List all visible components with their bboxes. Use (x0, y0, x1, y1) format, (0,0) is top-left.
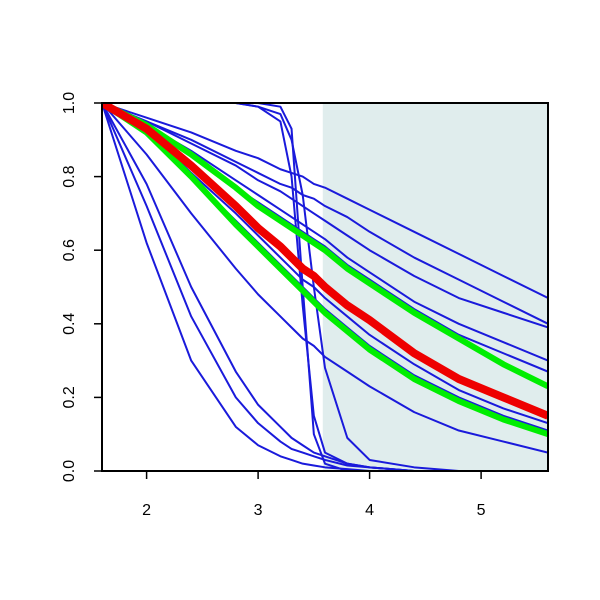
series-line (102, 103, 548, 390)
series-line (102, 103, 548, 454)
series-line (102, 103, 548, 471)
x-tick-label: 5 (477, 502, 486, 519)
y-tick-label: 0.2 (61, 386, 78, 408)
series-line (102, 103, 548, 471)
series-line (102, 103, 548, 362)
series-line (102, 103, 548, 420)
x-tick-label: 3 (254, 502, 263, 519)
series-line (102, 103, 548, 299)
y-tick-label: 0.0 (61, 460, 78, 482)
x-tick-label: 2 (142, 502, 151, 519)
series-line (102, 103, 548, 471)
y-tick-label: 1.0 (61, 92, 78, 114)
series-line (102, 103, 548, 329)
y-tick-label: 0.4 (61, 313, 78, 335)
x-tick-label: 4 (365, 502, 374, 519)
series-line (102, 103, 548, 438)
plot-frame (101, 102, 549, 472)
series-line (102, 103, 548, 425)
series-line (102, 103, 548, 471)
y-tick-label: 0.8 (61, 165, 78, 187)
series-line (102, 103, 548, 325)
y-tick-label: 0.6 (61, 239, 78, 261)
